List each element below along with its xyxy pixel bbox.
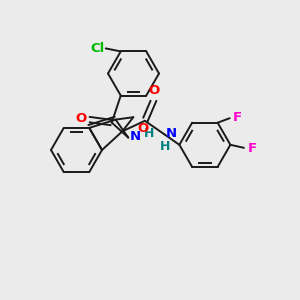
Text: N: N (166, 127, 177, 140)
Text: H: H (160, 140, 170, 153)
Text: O: O (149, 84, 160, 98)
Text: F: F (233, 111, 242, 124)
Text: O: O (76, 112, 87, 125)
Text: H: H (144, 127, 154, 140)
Text: F: F (248, 142, 256, 155)
Text: O: O (138, 122, 149, 135)
Text: Cl: Cl (90, 42, 104, 55)
Text: N: N (130, 130, 141, 143)
